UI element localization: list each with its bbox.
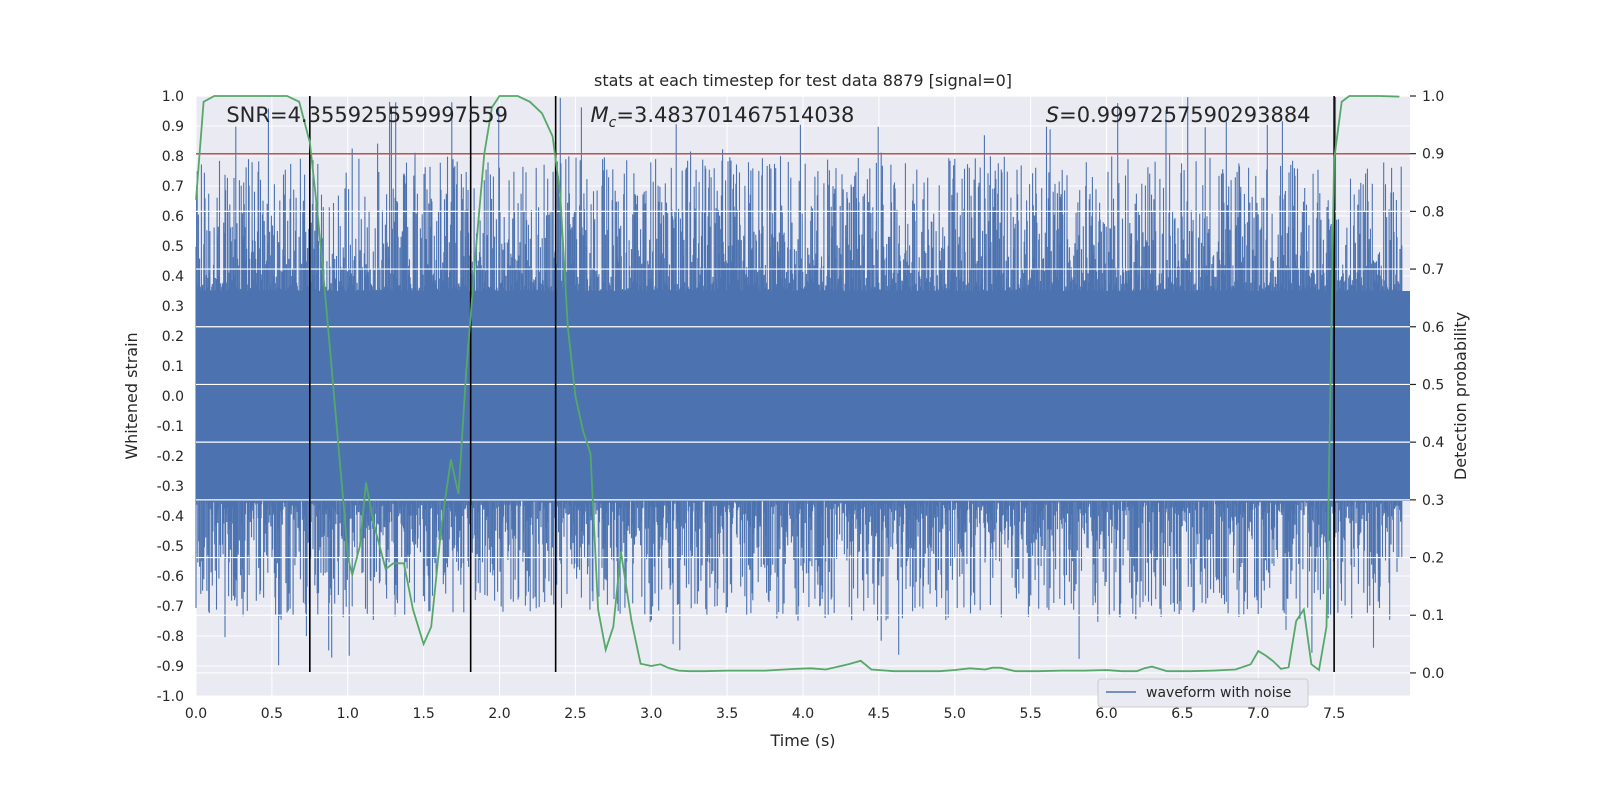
y-tick-label: 0.1 — [162, 359, 184, 375]
y-tick-label: 1.0 — [162, 89, 184, 105]
y-tick-label: -0.6 — [157, 569, 184, 585]
x-tick-label: 1.0 — [337, 706, 359, 722]
y-tick-label: -0.8 — [157, 629, 184, 645]
y2-tick-label: 0.7 — [1422, 262, 1444, 278]
x-tick-label: 4.5 — [868, 706, 890, 722]
x-tick-label: 7.0 — [1247, 706, 1269, 722]
x-tick-label: 2.0 — [488, 706, 510, 722]
y-axis-label: Whitened strain — [122, 332, 141, 459]
annotation-mc: Mc=3.483701467514038 — [591, 103, 855, 131]
x-tick-label: 6.0 — [1095, 706, 1117, 722]
y2-tick-label: 0.4 — [1422, 435, 1444, 451]
noise-series — [195, 97, 1410, 666]
y-tick-label: -0.2 — [157, 449, 184, 465]
y-tick-label: 0.5 — [162, 239, 184, 255]
x-tick-label: 2.5 — [564, 706, 586, 722]
x-axis: 0.0 0.5 1.0 1.5 2.0 2.5 3.0 3.5 4.0 4.5 5.0 5.5 6.0 6… — [185, 706, 1345, 722]
x-tick-label: 1.5 — [412, 706, 434, 722]
x-tick-label: 7.5 — [1323, 706, 1345, 722]
y2-tick-label: 0.0 — [1422, 666, 1444, 682]
y-axis-left: -1.0 -0.9 -0.8 -0.7 -0.6 -0.5 -0.4 -0.3 -0.2 -0.1… — [157, 89, 184, 705]
y-tick-label: 0.2 — [162, 329, 184, 345]
x-tick-label: 0.5 — [261, 706, 283, 722]
x-axis-label: Time (s) — [769, 731, 835, 750]
x-tick-label: 6.5 — [1171, 706, 1193, 722]
y-tick-label: 0.0 — [162, 389, 184, 405]
annotation-snr: SNR=4.355925559997559 — [226, 103, 508, 127]
y2-tick-label: 0.1 — [1422, 608, 1444, 624]
y-tick-label: -0.9 — [157, 659, 184, 675]
x-tick-label: 5.5 — [1019, 706, 1041, 722]
legend-box — [1097, 678, 1309, 708]
y-tick-label: 0.3 — [162, 299, 184, 315]
x-tick-label: 0.0 — [185, 706, 207, 722]
y-tick-label: 0.6 — [162, 209, 184, 225]
y-axis-right: 0.0 0.1 0.2 0.3 0.4 0.5 0.6 0.7 0.8 0.9 1.0 — [1410, 89, 1444, 682]
y2-tick-label: 0.2 — [1422, 551, 1444, 567]
y2-tick-label: 0.6 — [1422, 320, 1444, 336]
y2-tick-label: 0.5 — [1422, 377, 1444, 393]
legend-entry-label: waveform with noise — [1146, 685, 1291, 701]
y-tick-label: -0.5 — [157, 539, 184, 555]
x-tick-label: 3.5 — [716, 706, 738, 722]
y2-tick-label: 0.8 — [1422, 204, 1444, 220]
y-tick-label: 0.9 — [162, 119, 184, 135]
y2-tick-label: 1.0 — [1422, 89, 1444, 105]
x-tick-label: 4.0 — [792, 706, 814, 722]
horizontal-guides — [196, 95, 1410, 674]
y-tick-label: -1.0 — [157, 689, 184, 705]
y2-axis-label: Detection probability — [1451, 312, 1470, 480]
y2-tick-label: 0.3 — [1422, 493, 1444, 509]
legend: waveform with noise — [1097, 678, 1309, 708]
x-tick-label: 3.0 — [640, 706, 662, 722]
y-tick-label: 0.4 — [162, 269, 184, 285]
noise-spikes — [195, 97, 1403, 666]
y-tick-label: 0.7 — [162, 179, 184, 195]
chart-title: stats at each timestep for test data 887… — [594, 71, 1012, 90]
y-tick-label: -0.4 — [157, 509, 184, 525]
y-tick-label: -0.3 — [157, 479, 184, 495]
probability-series — [195, 95, 1400, 673]
y2-tick-label: 0.9 — [1422, 147, 1444, 163]
y-tick-label: -0.7 — [157, 599, 184, 615]
probability-line — [195, 95, 1400, 673]
y-tick-label: 0.8 — [162, 149, 184, 165]
x-tick-label: 5.0 — [944, 706, 966, 722]
annotation-s: S=0.9997257590293884 — [1046, 103, 1311, 127]
y-tick-label: -0.1 — [157, 419, 184, 435]
